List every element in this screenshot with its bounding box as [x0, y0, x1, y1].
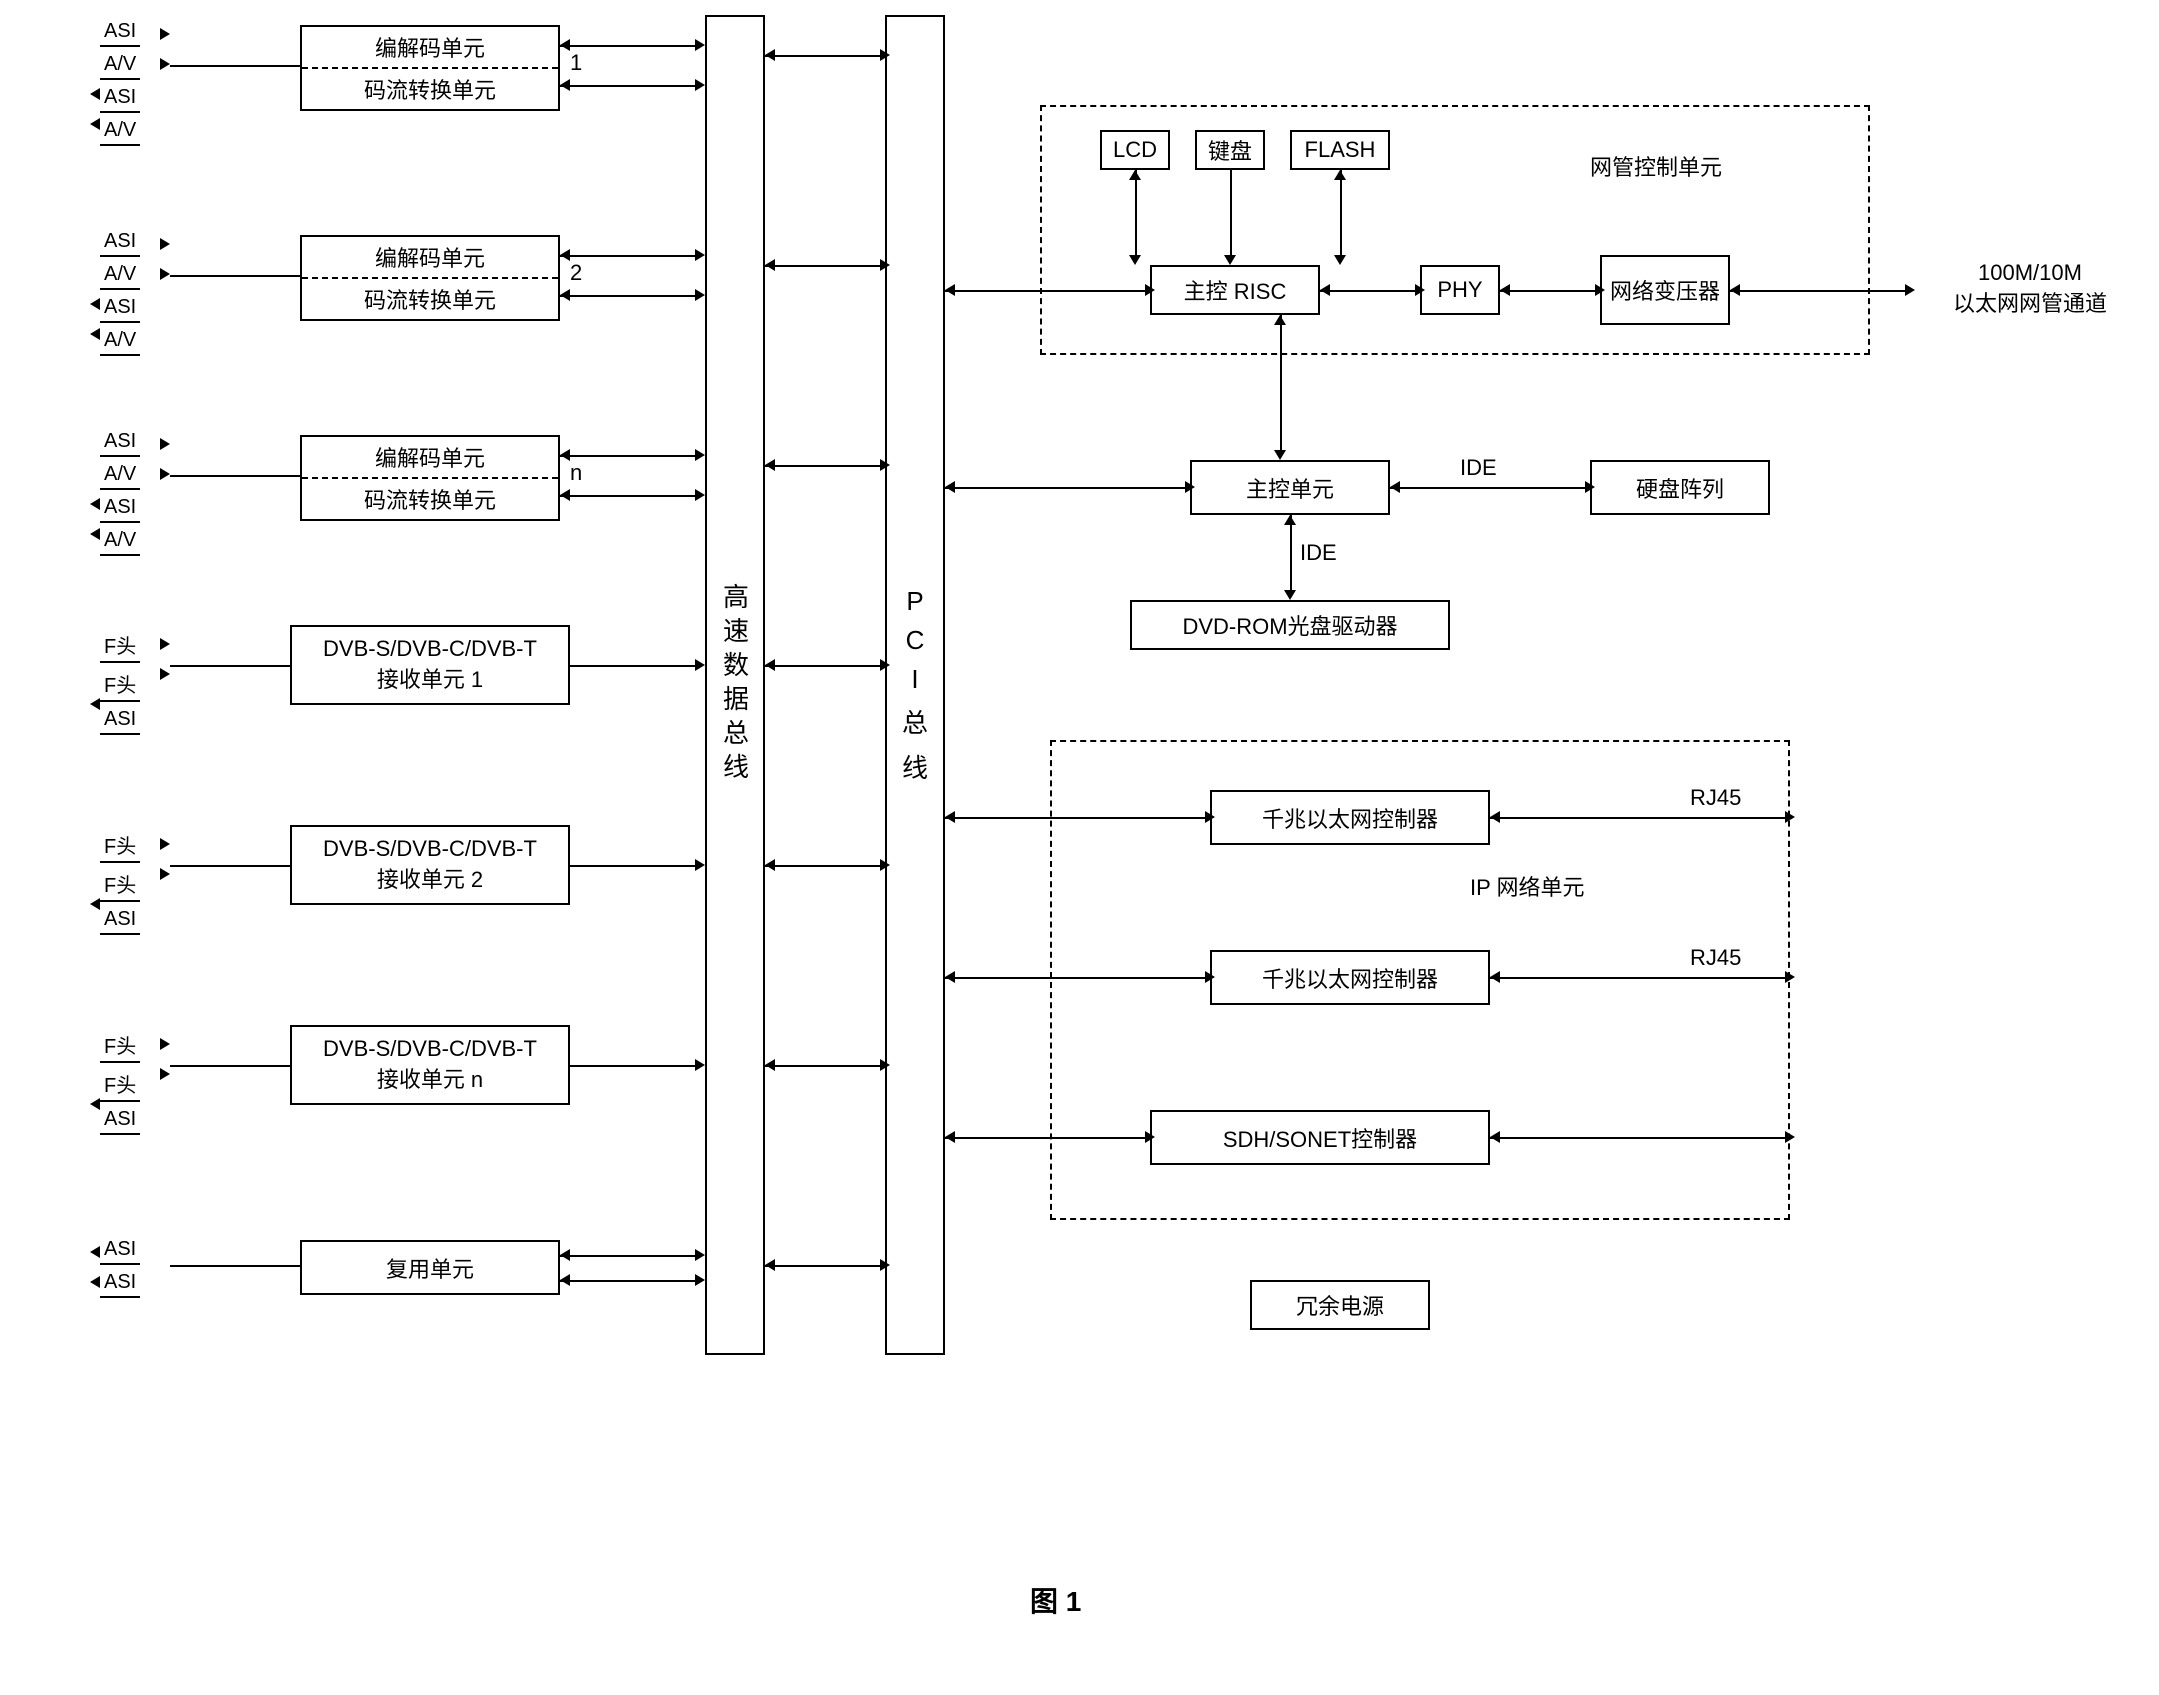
sdh-ctrl: SDH/SONET控制器: [1150, 1110, 1490, 1165]
main-ctrl-box: 主控单元: [1190, 460, 1390, 515]
pci-bus: P C I 总 线: [885, 15, 945, 1355]
io-dvbn: F头 F头 ASI: [100, 1030, 140, 1141]
io-codecn: ASI A/V ASI A/V: [100, 430, 140, 562]
rj45-label-1: RJ45: [1690, 785, 1741, 811]
codec2-num: 2: [570, 260, 582, 286]
ip-unit-title: IP 网络单元: [1470, 870, 1585, 902]
io-dvb1: F头 F头 ASI: [100, 630, 140, 741]
codec1-num: 1: [570, 50, 582, 76]
io-mux: ASI ASI: [100, 1238, 140, 1304]
dvd-rom-box: DVD-ROM光盘驱动器: [1130, 600, 1450, 650]
ide-label-2: IDE: [1300, 540, 1337, 566]
dvb-unit-1: DVB-S/DVB-C/DVB-T 接收单元 1: [290, 625, 570, 705]
rj45-label-2: RJ45: [1690, 945, 1741, 971]
ge-ctrl-2: 千兆以太网控制器: [1210, 950, 1490, 1005]
disk-array-box: 硬盘阵列: [1590, 460, 1770, 515]
risc-box: 主控 RISC: [1150, 265, 1320, 315]
transformer-box: 网络变压器: [1600, 255, 1730, 325]
io-dvb2: F头 F头 ASI: [100, 830, 140, 941]
lcd-box: LCD: [1100, 130, 1170, 170]
flash-box: FLASH: [1290, 130, 1390, 170]
dvb-unit-n: DVB-S/DVB-C/DVB-T 接收单元 n: [290, 1025, 570, 1105]
ge-ctrl-1: 千兆以太网控制器: [1210, 790, 1490, 845]
mux-unit: 复用单元: [300, 1240, 560, 1295]
figure-caption: 图 1: [1030, 1580, 1081, 1620]
eth-mgmt-label: 100M/10M 以太网网管通道: [1920, 260, 2140, 318]
codec-unit-2: 编解码单元 码流转换单元: [300, 235, 560, 321]
nmcu-title: 网管控制单元: [1590, 150, 1722, 182]
codec-unit-n: 编解码单元 码流转换单元: [300, 435, 560, 521]
keyboard-box: 键盘: [1195, 130, 1265, 170]
ide-label-1: IDE: [1460, 455, 1497, 481]
high-speed-bus: 高速数据总线: [705, 15, 765, 1355]
dvb-unit-2: DVB-S/DVB-C/DVB-T 接收单元 2: [290, 825, 570, 905]
codecn-num: n: [570, 460, 582, 486]
io-codec1: ASI A/V ASI A/V: [100, 20, 140, 152]
psu-box: 冗余电源: [1250, 1280, 1430, 1330]
io-codec2: ASI A/V ASI A/V: [100, 230, 140, 362]
codec-unit-1: 编解码单元 码流转换单元: [300, 25, 560, 111]
phy-box: PHY: [1420, 265, 1500, 315]
